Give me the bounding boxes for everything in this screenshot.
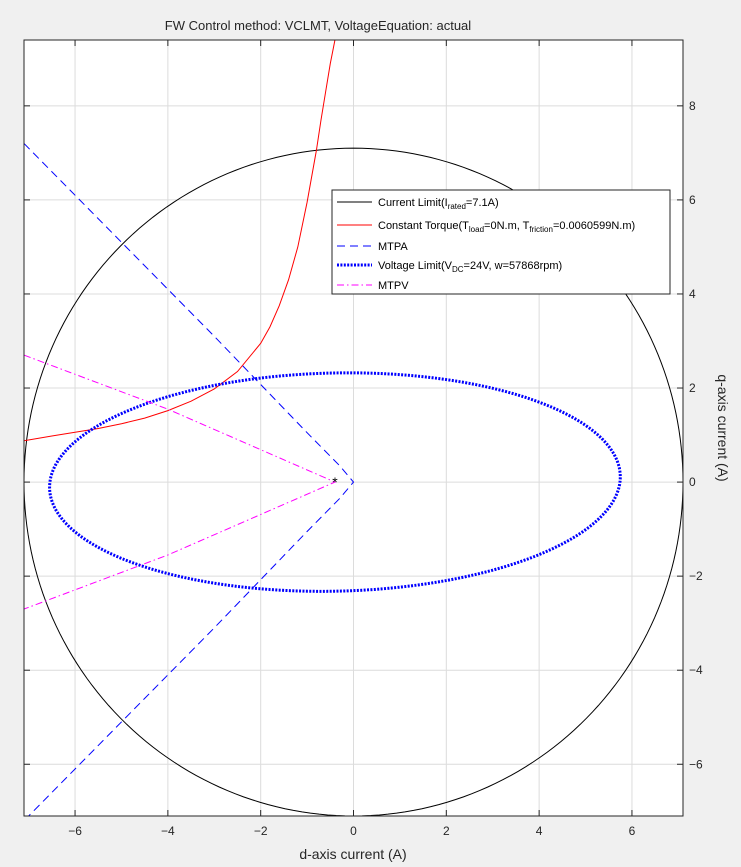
x-tick-label: 6 — [629, 824, 636, 838]
legend-entry-0: Current Limit(Irated=7.1A) — [378, 197, 499, 211]
series-line-1 — [24, 40, 336, 442]
axes: −6 −4 −2 0 2 4 6 −6 −4 −2 0 2 4 6 8 — [23, 39, 703, 838]
y-axis-label: q-axis current (A) — [715, 374, 731, 481]
x-tick-label: −6 — [68, 824, 82, 838]
chart-title: FW Control method: VCLMT, VoltageEquatio… — [165, 18, 471, 33]
x-axis-label: d-axis current (A) — [299, 846, 406, 862]
x-tick-label: −2 — [254, 824, 268, 838]
y-tick-label: 0 — [689, 475, 696, 489]
y-tick-label: −2 — [689, 569, 703, 583]
y-tick-label: −4 — [689, 663, 703, 677]
operating-point-marker: * — [332, 474, 338, 490]
legend[interactable]: Current Limit(Irated=7.1A) Constant Torqu… — [331, 189, 671, 295]
legend-entry-3: Voltage Limit(VDC=24V, w=57868rpm) — [378, 260, 562, 274]
x-tick-label: 4 — [536, 824, 543, 838]
series-line-2 — [24, 143, 355, 816]
legend-box — [331, 189, 671, 295]
y-tick-label: −6 — [689, 757, 703, 771]
legend-entry-1: Constant Torque(Tload=0N.m, Tfriction=0.… — [378, 220, 635, 234]
x-tick-label: −4 — [161, 824, 175, 838]
y-tick-label: 4 — [689, 287, 696, 301]
series-line-4 — [24, 354, 337, 610]
x-tick-label: 0 — [350, 824, 357, 838]
series-line-3 — [48, 371, 622, 593]
legend-entry-2: MTPA — [378, 241, 408, 253]
y-tick-label: 6 — [689, 193, 696, 207]
y-tick-label: 8 — [689, 99, 696, 113]
x-tick-label: 2 — [443, 824, 450, 838]
y-tick-label: 2 — [689, 381, 696, 395]
legend-entry-4: MTPV — [378, 280, 409, 292]
